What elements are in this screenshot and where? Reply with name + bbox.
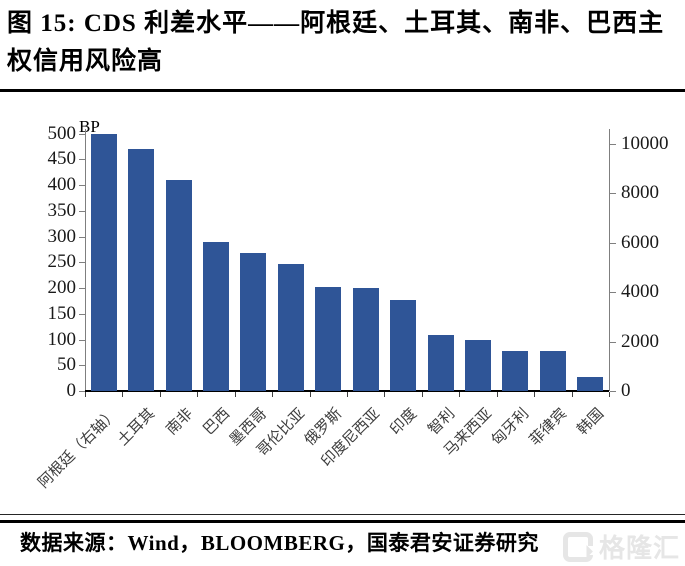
bar-5	[240, 253, 267, 391]
gelonghui-icon-notch	[584, 545, 594, 555]
bar-6	[277, 263, 304, 391]
x-axis-category-label: 韩国	[574, 405, 608, 439]
left-axis-tick-mark	[79, 185, 85, 186]
left-axis-tick-label: 350	[47, 199, 77, 221]
right-axis-tick-mark	[610, 242, 616, 244]
left-axis-tick-mark	[79, 159, 85, 161]
left-axis-tick-mark	[79, 210, 85, 212]
category-axis-tick-mark	[571, 392, 573, 397]
bar-3	[165, 179, 192, 391]
left-value-axis-line	[85, 129, 86, 391]
left-axis-tick-mark	[79, 288, 85, 289]
x-axis-category-label: 匈牙利	[489, 405, 533, 449]
right-axis-tick-label: 0	[621, 380, 631, 401]
category-axis-tick-mark	[384, 392, 386, 397]
right-axis-tick-label: 8000	[621, 182, 659, 203]
bar-7	[315, 287, 342, 391]
x-axis-category-label: 土耳其	[115, 405, 159, 449]
category-axis-tick-mark	[421, 392, 423, 397]
category-axis-tick-mark	[272, 392, 274, 397]
right-axis-tick-label: 4000	[621, 281, 659, 302]
figure-title: 图 15: CDS 利差水平——阿根廷、土耳其、南非、巴西主权信用风险高	[7, 10, 665, 75]
left-axis-unit-label: BP	[79, 117, 100, 136]
category-axis-tick-mark	[85, 392, 86, 397]
left-axis-tick-mark	[79, 339, 85, 341]
right-axis-tick-label: 2000	[621, 330, 659, 352]
left-axis-tick-label: 400	[47, 174, 77, 195]
left-axis-tick-label: 100	[47, 328, 77, 350]
left-axis-tick-label: 50	[57, 354, 76, 376]
left-axis-tick-label: 450	[47, 148, 77, 170]
gelonghui-brand-text: 格隆汇	[598, 534, 680, 563]
x-axis-category-label: 印度	[387, 405, 421, 439]
category-axis-tick-mark	[609, 392, 610, 397]
right-axis-tick-mark	[610, 143, 616, 145]
bar-2	[128, 148, 155, 391]
left-axis-tick-mark	[79, 313, 85, 315]
category-axis-tick-mark	[347, 392, 348, 397]
bar-12	[502, 350, 529, 391]
x-axis-category-label: 菲律宾	[526, 405, 571, 449]
left-axis-tick-mark	[79, 236, 85, 238]
right-axis-tick-mark	[610, 391, 616, 392]
category-axis-tick-mark	[534, 392, 536, 397]
bar-14	[577, 376, 604, 391]
left-axis-tick-label: 500	[47, 122, 77, 144]
category-axis-tick-mark	[122, 392, 124, 397]
left-axis-tick-mark	[79, 262, 85, 264]
x-axis-category-label: 阿根廷（右轴）	[35, 405, 121, 492]
data-source-note: 数据来源：Wind，BLOOMBERG，国泰君安证券研究	[20, 531, 539, 555]
footer-divider-thin	[0, 514, 685, 515]
right-axis-tick-mark	[610, 193, 616, 194]
right-axis-tick-mark	[610, 341, 616, 343]
title-divider-rule	[0, 89, 685, 92]
category-axis-tick-mark	[159, 392, 161, 397]
right-axis-tick-mark	[610, 292, 616, 293]
x-axis-category-label: 南非	[163, 405, 196, 439]
bar-10	[427, 335, 454, 391]
category-axis-tick-mark	[496, 392, 498, 397]
right-axis-tick-label: 10000	[621, 132, 669, 154]
left-axis-tick-label: 300	[47, 225, 77, 247]
category-axis-tick-mark	[197, 392, 199, 397]
gelonghui-g-icon	[562, 531, 594, 562]
left-axis-tick-label: 200	[47, 277, 77, 298]
bar-13	[539, 351, 566, 391]
bar-1	[90, 133, 117, 391]
footer-divider-thick	[0, 520, 685, 523]
left-axis-tick-label: 150	[47, 302, 77, 324]
bar-8	[352, 288, 379, 391]
right-axis-tick-label: 6000	[621, 231, 659, 253]
left-axis-tick-mark	[79, 365, 85, 367]
category-axis-tick-mark	[234, 392, 236, 397]
right-value-axis-line	[609, 129, 610, 391]
left-axis-tick-mark	[79, 391, 85, 392]
bar-9	[390, 300, 417, 391]
left-axis-tick-label: 250	[47, 251, 77, 273]
gelonghui-watermark: 格隆汇	[562, 528, 680, 565]
left-axis-tick-label: 0	[66, 380, 77, 401]
category-axis-line	[85, 390, 609, 392]
left-axis-tick-mark	[79, 133, 85, 135]
bar-4	[203, 241, 229, 391]
category-axis-tick-mark	[459, 392, 461, 397]
bar-11	[465, 340, 491, 391]
category-axis-tick-mark	[309, 392, 311, 397]
